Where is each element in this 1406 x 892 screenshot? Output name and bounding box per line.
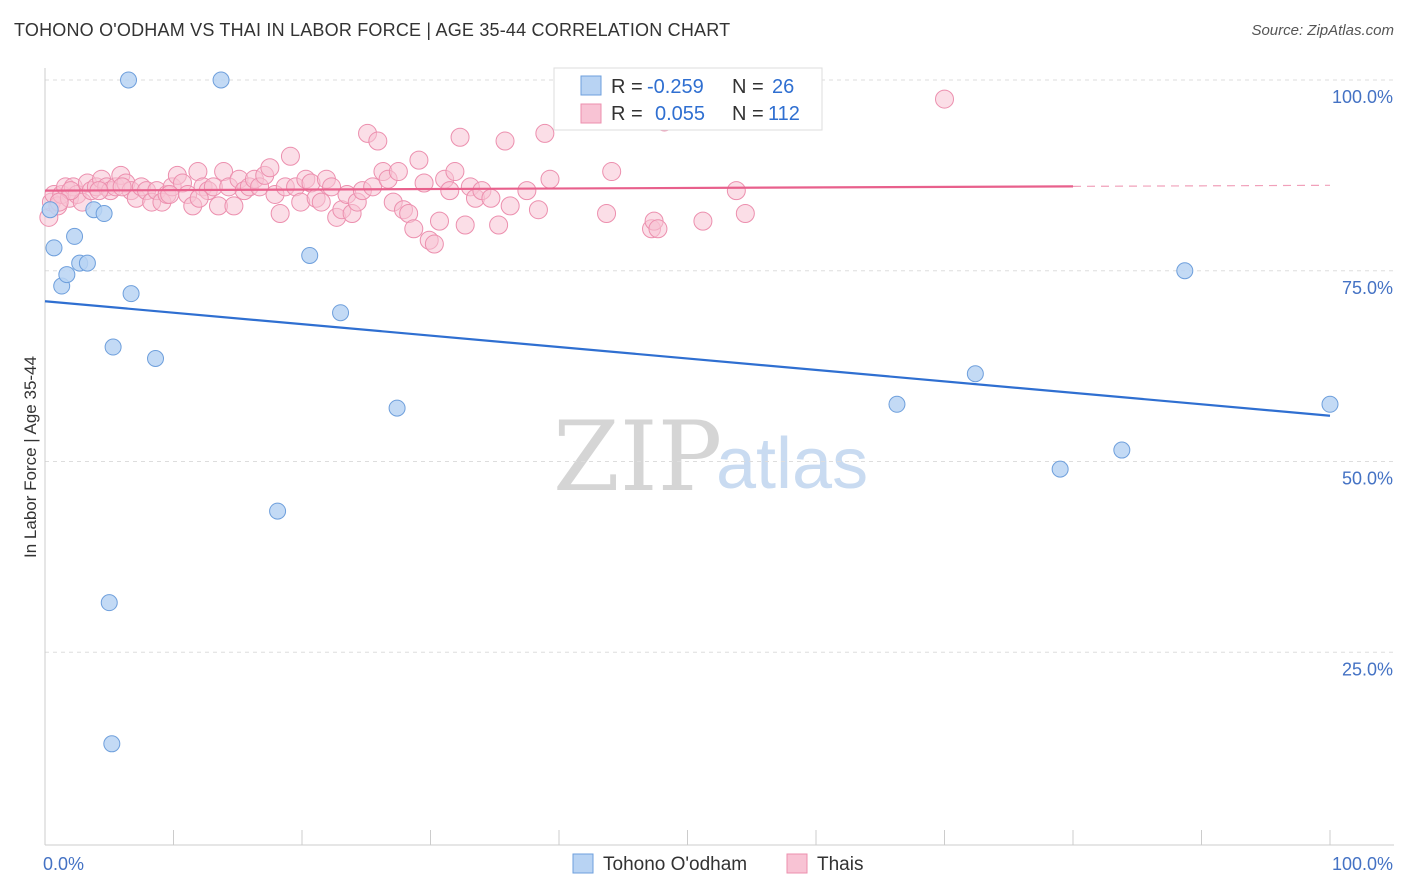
- scatter-point-thais: [414, 173, 434, 193]
- scatter-point-thais: [455, 215, 475, 235]
- scatter-point-thais: [160, 184, 180, 204]
- watermark-zip: ZIP: [553, 401, 722, 513]
- stats-legend: R = -0.259 N = 26 R = 0.055 N = 112: [553, 67, 823, 131]
- bottom-legend: Tohono O'odham Thais: [572, 853, 863, 875]
- scatter-point-thais: [735, 204, 755, 224]
- scatter-point-tohono: [1321, 395, 1339, 413]
- scatter-point-thais: [535, 123, 555, 143]
- x-tick-label-max: 100.0%: [1332, 854, 1393, 874]
- scatter-point-thais: [517, 181, 537, 201]
- scatter-point-thais: [404, 219, 424, 239]
- scatter-point-thais: [368, 131, 388, 151]
- series-tohono-points: [41, 71, 1339, 753]
- scatter-point-thais: [495, 131, 515, 151]
- stats-legend-swatch-pink: [580, 103, 602, 124]
- scatter-point-thais: [112, 177, 132, 197]
- scatter-point-thais: [500, 196, 520, 216]
- stats-legend-swatch-blue: [580, 75, 602, 96]
- scatter-point-thais: [224, 196, 244, 216]
- scatter-point-tohono: [41, 201, 59, 219]
- scatter-point-thais: [440, 181, 460, 201]
- scatter-point-tohono: [966, 365, 984, 383]
- stats-legend-n-value-pink: 112: [768, 103, 800, 125]
- y-tick-label: 100.0%: [1332, 87, 1393, 107]
- scatter-point-tohono: [104, 338, 122, 356]
- x-tick-label-min: 0.0%: [43, 854, 84, 874]
- scatter-point-thais: [280, 146, 300, 166]
- bottom-legend-label-tohono: Tohono O'odham: [603, 854, 747, 875]
- bottom-legend-label-thais: Thais: [817, 854, 863, 875]
- stats-legend-r-value-blue: -0.259: [647, 76, 704, 98]
- y-tick-label: 75.0%: [1342, 278, 1393, 298]
- scatter-point-tohono: [1051, 460, 1069, 478]
- scatter-point-thais: [322, 177, 342, 197]
- x-axis-ticks: [44, 830, 1331, 845]
- scatter-point-tohono: [212, 71, 230, 89]
- bottom-legend-swatch-thais: [786, 853, 808, 874]
- stats-legend-r-label-pink: R =: [611, 103, 643, 125]
- chart-title: TOHONO O'ODHAM VS THAI IN LABOR FORCE | …: [14, 20, 731, 40]
- scatter-point-thais: [445, 162, 465, 182]
- scatter-point-tohono: [332, 304, 350, 322]
- series-thais-points: [39, 89, 954, 254]
- y-tick-label: 50.0%: [1342, 469, 1393, 489]
- scatter-point-thais: [429, 211, 449, 231]
- scatter-point-thais: [602, 162, 622, 182]
- scatter-point-tohono: [888, 395, 906, 413]
- scatter-point-thais: [481, 188, 501, 208]
- scatter-point-thais: [424, 234, 444, 254]
- y-axis-title: In Labor Force | Age 35-44: [21, 356, 40, 558]
- scatter-point-thais: [648, 219, 668, 239]
- chart-source: Source: ZipAtlas.com: [1251, 22, 1394, 39]
- scatter-point-thais: [935, 89, 954, 109]
- scatter-point-tohono: [58, 266, 76, 284]
- scatter-point-thais: [363, 177, 383, 197]
- stats-legend-r-label-blue: R =: [611, 76, 643, 98]
- trend-line-thais: [44, 185, 1074, 192]
- scatter-point-thais: [409, 150, 429, 170]
- stats-legend-n-label-blue: N =: [732, 76, 764, 98]
- scatter-point-thais: [260, 158, 280, 178]
- scatter-point-tohono: [95, 205, 113, 223]
- stats-legend-n-value-blue: 26: [772, 76, 794, 98]
- trend-line-thais-extension: [1072, 184, 1331, 187]
- scatter-point-thais: [450, 127, 470, 147]
- scatter-point-tohono: [122, 285, 140, 303]
- gridlines: [45, 79, 1394, 653]
- watermark: ZIP atlas: [553, 401, 868, 513]
- scatter-point-thais: [597, 204, 617, 224]
- scatter-point-tohono: [1176, 262, 1194, 280]
- y-axis-tick-labels: 25.0% 50.0% 75.0% 100.0%: [1332, 87, 1393, 679]
- scatter-point-tohono: [66, 227, 84, 245]
- scatter-point-thais: [489, 215, 509, 235]
- watermark-atlas: atlas: [716, 424, 868, 504]
- scatter-point-thais: [311, 192, 331, 212]
- scatter-point-tohono: [301, 246, 319, 264]
- scatter-point-tohono: [147, 349, 165, 367]
- y-tick-label: 25.0%: [1342, 659, 1393, 679]
- scatter-point-thais: [528, 200, 548, 220]
- scatter-point-tohono: [100, 594, 118, 612]
- scatter-point-tohono: [388, 399, 406, 417]
- scatter-point-thais: [189, 188, 209, 208]
- scatter-point-thais: [693, 211, 713, 231]
- bottom-legend-swatch-tohono: [572, 853, 594, 874]
- scatter-point-tohono: [103, 735, 121, 753]
- stats-legend-r-value-pink: 0.055: [655, 103, 705, 125]
- trend-line-tohono: [44, 300, 1331, 417]
- scatter-point-thais: [388, 162, 408, 182]
- scatter-point-thais: [270, 204, 290, 224]
- scatter-point-tohono: [45, 239, 63, 257]
- scatter-point-thais: [726, 181, 746, 201]
- trend-lines: [44, 184, 1331, 417]
- scatter-point-tohono: [269, 502, 287, 520]
- scatter-point-thais: [540, 169, 560, 189]
- scatter-point-tohono: [120, 71, 138, 89]
- stats-legend-n-label-pink: N =: [732, 103, 764, 125]
- scatter-point-tohono: [1113, 441, 1131, 459]
- scatter-point-tohono: [78, 254, 96, 272]
